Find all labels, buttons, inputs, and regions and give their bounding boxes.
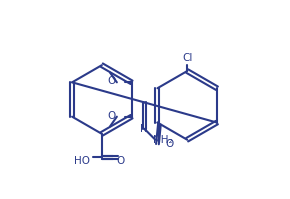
Text: O: O xyxy=(117,156,125,166)
Text: O: O xyxy=(165,139,173,149)
Text: NH₂: NH₂ xyxy=(153,135,173,145)
Text: HO: HO xyxy=(74,156,90,166)
Text: N: N xyxy=(140,124,147,134)
Text: Cl: Cl xyxy=(182,53,192,63)
Text: O: O xyxy=(108,76,116,86)
Text: O: O xyxy=(108,111,116,121)
